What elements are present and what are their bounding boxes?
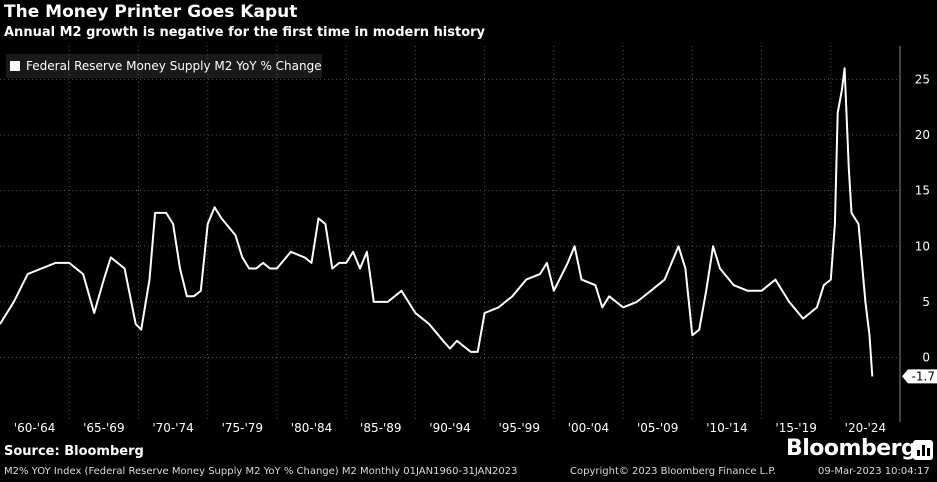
last-value-label: -1.7 <box>912 369 935 383</box>
y-tick-label: 25 <box>915 72 930 86</box>
footer-index-info: M2% YOY Index (Federal Reserve Money Sup… <box>4 466 518 477</box>
x-tick-label: '75-'79 <box>222 421 263 435</box>
source-note: Source: Bloomberg <box>4 444 144 459</box>
chart-subtitle: Annual M2 growth is negative for the fir… <box>4 25 486 40</box>
last-value-badge <box>902 369 937 384</box>
chart-title: The Money Printer Goes Kaput <box>4 2 298 22</box>
y-tick-label: 10 <box>915 239 930 253</box>
x-tick-label: '60-'64 <box>14 421 55 435</box>
footer-copyright: Copyright© 2023 Bloomberg Finance L.P. <box>570 466 777 477</box>
y-tick-label: 20 <box>915 128 930 142</box>
legend-swatch <box>10 61 20 71</box>
y-tick-label: 0 <box>922 351 930 365</box>
x-tick-label: '95-'99 <box>498 421 539 435</box>
x-tick-label: '65-'69 <box>83 421 124 435</box>
bar-chart-icon <box>913 440 933 460</box>
legend: Federal Reserve Money Supply M2 YoY % Ch… <box>6 54 322 78</box>
x-tick-label: '90-'94 <box>429 421 470 435</box>
footer-timestamp: 09-Mar-2023 10:04:17 <box>818 466 930 477</box>
x-tick-label: '85-'89 <box>360 421 401 435</box>
x-tick-label: '80-'84 <box>291 421 332 435</box>
series-line <box>0 67 874 377</box>
x-tick-label: '00-'04 <box>568 421 609 435</box>
x-tick-label: '05-'09 <box>637 421 678 435</box>
y-tick-label: 5 <box>922 295 930 309</box>
x-tick-label: '15-'19 <box>775 421 816 435</box>
y-tick-label: 15 <box>915 184 930 198</box>
x-tick-label: '20-'24 <box>845 421 886 435</box>
legend-label: Federal Reserve Money Supply M2 YoY % Ch… <box>26 59 322 73</box>
x-tick-label: '10-'14 <box>706 421 747 435</box>
x-tick-label: '70-'74 <box>152 421 193 435</box>
bloomberg-logo: Bloomberg <box>786 436 917 461</box>
